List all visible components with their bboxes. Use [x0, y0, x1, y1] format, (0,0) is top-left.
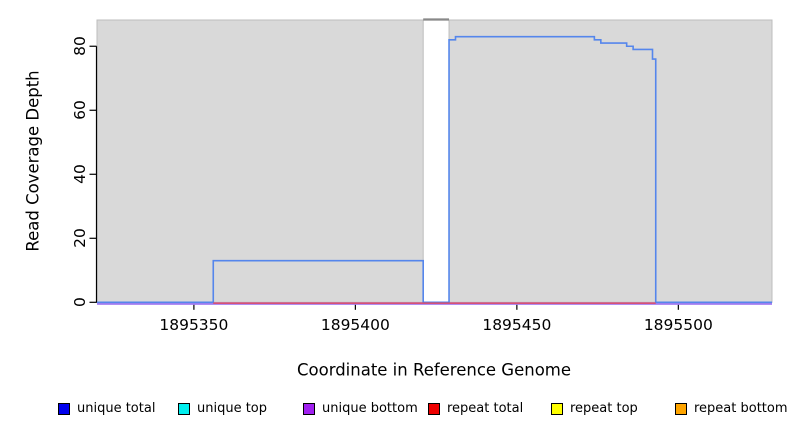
x-axis-title: Coordinate in Reference Genome: [296, 360, 572, 380]
alignable-region: [96, 19, 424, 303]
x-tick-label: 1895500: [643, 316, 713, 334]
legend-label: repeat total: [447, 401, 524, 416]
alignable-region: [448, 19, 773, 303]
legend-item-unique-total: unique total: [58, 401, 155, 416]
legend-swatch: [58, 402, 70, 415]
legend-swatch: [178, 402, 190, 415]
legend-swatch: [428, 402, 440, 415]
x-tick-label: 1895400: [320, 316, 390, 334]
y-axis-title: Read Coverage Depth: [23, 70, 43, 252]
x-tick-label: 1895350: [159, 316, 229, 334]
x-tick-label: 1895450: [482, 316, 552, 334]
y-tick-label: 0: [71, 297, 89, 308]
y-tick-label: 60: [71, 100, 89, 121]
legend-swatch: [303, 402, 315, 415]
y-tick-label: 20: [71, 228, 89, 249]
legend-label: unique top: [197, 401, 268, 416]
legend-label: unique bottom: [322, 401, 418, 416]
legend-item-repeat-top: repeat top: [551, 401, 638, 416]
legend-label: unique total: [77, 401, 156, 416]
legend-item-repeat-total: repeat total: [428, 401, 523, 416]
legend-label: repeat top: [570, 401, 638, 416]
y-tick-label: 40: [71, 164, 89, 185]
y-tick-label: 80: [71, 36, 89, 57]
legend-swatch: [551, 402, 563, 415]
legend-swatch: [675, 402, 687, 415]
legend-item-unique-top: unique top: [178, 401, 267, 416]
legend-item-unique-bottom: unique bottom: [303, 401, 418, 416]
legend-item-repeat-bottom: repeat bottom: [675, 401, 788, 416]
series-unique-total: [97, 35, 772, 304]
legend-label: repeat bottom: [694, 401, 788, 416]
